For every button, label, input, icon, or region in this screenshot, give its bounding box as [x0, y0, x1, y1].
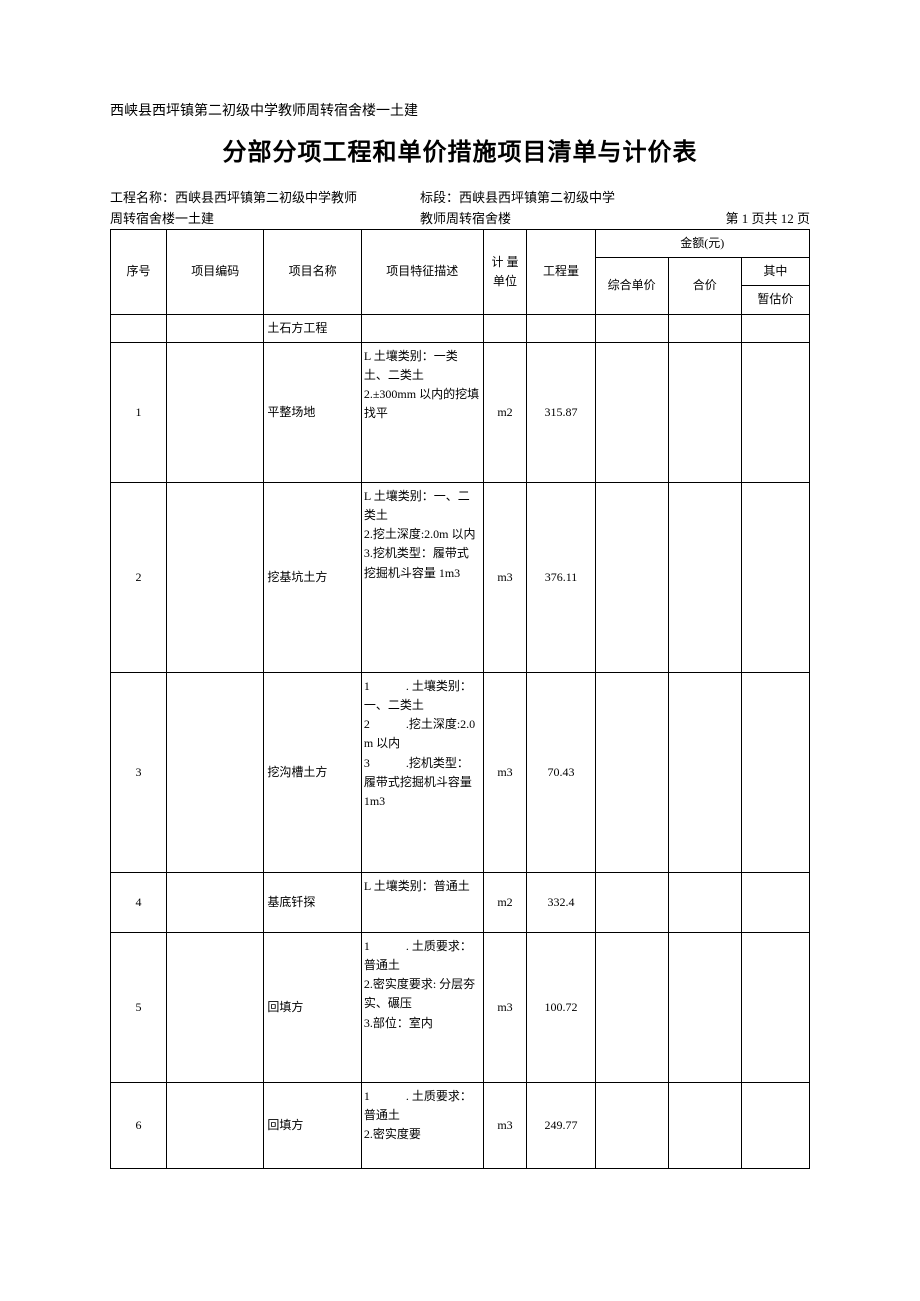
- th-amount-group: 金额(元): [595, 230, 809, 258]
- cell-unit: m2: [483, 342, 527, 482]
- th-sub-group: 其中: [741, 258, 809, 286]
- cell-price: [595, 872, 668, 932]
- cell-seq: 1: [111, 342, 167, 482]
- th-unit-price: 综合单价: [595, 258, 668, 314]
- th-desc: 项目特征描述: [361, 230, 483, 315]
- cell-total: [668, 872, 741, 932]
- th-name: 项目名称: [264, 230, 361, 315]
- table-header: 序号 项目编码 项目名称 项目特征描述 计 量 单位 工程量 金额(元) 综合单…: [111, 230, 810, 315]
- cell-total: [668, 672, 741, 872]
- cell-code: [167, 672, 264, 872]
- cell-est: [741, 482, 809, 672]
- cell-seq: 5: [111, 932, 167, 1082]
- th-qty: 工程量: [527, 230, 595, 315]
- cell-seq: 6: [111, 1082, 167, 1168]
- table-row: 2 挖基坑土方 L 土壤类别：一、二类土 2.挖土深度:2.0m 以内 3.挖机…: [111, 482, 810, 672]
- cell-name: 平整场地: [264, 342, 361, 482]
- meta-row-1: 工程名称：西峡县西坪镇第二初级中学教师 标段：西峡县西坪镇第二初级中学: [110, 187, 810, 206]
- cell-seq: 2: [111, 482, 167, 672]
- table-row: 5 回填方 1 . 土质要求：普通土 2.密实度要求: 分层夯实、碾压 3.部位…: [111, 932, 810, 1082]
- th-total: 合价: [668, 258, 741, 314]
- cell-unit: m3: [483, 1082, 527, 1168]
- cell-qty: 332.4: [527, 872, 595, 932]
- cell-unit: m3: [483, 932, 527, 1082]
- cell-name: 回填方: [264, 1082, 361, 1168]
- th-seq: 序号: [111, 230, 167, 315]
- meta-section: 标段：西峡县西坪镇第二初级中学: [360, 187, 670, 206]
- cell-qty: 315.87: [527, 342, 595, 482]
- cell-unit: m3: [483, 672, 527, 872]
- cell-name: 基底钎探: [264, 872, 361, 932]
- cell-unit: m3: [483, 482, 527, 672]
- cell-desc: L 土壤类别：一类土、二类土 2.±300mm 以内的挖填找平: [361, 342, 483, 482]
- cell-price: [595, 342, 668, 482]
- pricing-table: 序号 项目编码 项目名称 项目特征描述 计 量 单位 工程量 金额(元) 综合单…: [110, 229, 810, 1169]
- table-row: 4 基底钎探 L 土壤类别：普通土 m2 332.4: [111, 872, 810, 932]
- cell-total: [668, 1082, 741, 1168]
- cell-desc: L 土壤类别：一、二类土 2.挖土深度:2.0m 以内 3.挖机类型：履带式挖掘…: [361, 482, 483, 672]
- cell-est: [741, 932, 809, 1082]
- cell-name: 回填方: [264, 932, 361, 1082]
- cell-desc-wrap: 1 . 土壤类别：一、二类土 2 .挖土深度:2.0m 以内 3 .挖机类型：履…: [361, 672, 483, 872]
- cell-code: [167, 342, 264, 482]
- table-row: 3 挖沟槽土方 1 . 土壤类别：一、二类土 2 .挖土深度:2.0m 以内 3…: [111, 672, 810, 872]
- meta-section-2: 教师周转宿舍楼: [360, 208, 670, 227]
- meta-page-number: 第 1 页共 12 页: [670, 208, 810, 227]
- table-row: 6 回填方 1 . 土质要求：普通土 2.密实度要 m3 249.77: [111, 1082, 810, 1168]
- cell-qty: 100.72: [527, 932, 595, 1082]
- doc-header-line: 西峡县西坪镇第二初级中学教师周转宿舍楼一土建: [110, 100, 810, 120]
- cell-price: [595, 482, 668, 672]
- cell-price: [595, 932, 668, 1082]
- cell-est: [741, 1082, 809, 1168]
- cell-desc: 1 . 土质要求：普通土 2.密实度要求: 分层夯实、碾压 3.部位：室内: [361, 932, 483, 1082]
- th-est: 暂估价: [741, 286, 809, 314]
- meta-spacer: [670, 187, 810, 206]
- section-name: 土石方工程: [264, 314, 361, 342]
- cell-total: [668, 342, 741, 482]
- doc-title: 分部分项工程和单价措施项目清单与计价表: [110, 132, 810, 167]
- cell-code: [167, 1082, 264, 1168]
- cell-code: [167, 872, 264, 932]
- cell-unit: m2: [483, 872, 527, 932]
- table-section-row: 土石方工程: [111, 314, 810, 342]
- cell-est: [741, 872, 809, 932]
- meta-project-name-2: 周转宿舍楼一土建: [110, 208, 360, 227]
- table-row: 1 平整场地 L 土壤类别：一类土、二类土 2.±300mm 以内的挖填找平 m…: [111, 342, 810, 482]
- cell-seq: 4: [111, 872, 167, 932]
- meta-row-2: 周转宿舍楼一土建 教师周转宿舍楼 第 1 页共 12 页: [110, 208, 810, 227]
- cell-desc-wrap: 1 . 土质要求：普通土 2.密实度要: [361, 1082, 483, 1168]
- th-unit: 计 量 单位: [483, 230, 527, 315]
- cell-qty: 70.43: [527, 672, 595, 872]
- cell-total: [668, 932, 741, 1082]
- cell-est: [741, 342, 809, 482]
- cell-name: 挖沟槽土方: [264, 672, 361, 872]
- cell-code: [167, 482, 264, 672]
- cell-price: [595, 1082, 668, 1168]
- cell-qty: 376.11: [527, 482, 595, 672]
- cell-name: 挖基坑土方: [264, 482, 361, 672]
- th-code: 项目编码: [167, 230, 264, 315]
- cell-seq: 3: [111, 672, 167, 872]
- cell-total: [668, 482, 741, 672]
- cell-code: [167, 932, 264, 1082]
- cell-est: [741, 672, 809, 872]
- cell-price: [595, 672, 668, 872]
- cell-desc: 1 . 土质要求：普通土 2.密实度要: [362, 1083, 483, 1161]
- cell-desc: 1 . 土壤类别：一、二类土 2 .挖土深度:2.0m 以内 3 .挖机类型：履…: [362, 673, 483, 863]
- meta-project-name: 工程名称：西峡县西坪镇第二初级中学教师: [110, 187, 360, 206]
- cell-desc: L 土壤类别：普通土: [361, 872, 483, 932]
- cell-qty: 249.77: [527, 1082, 595, 1168]
